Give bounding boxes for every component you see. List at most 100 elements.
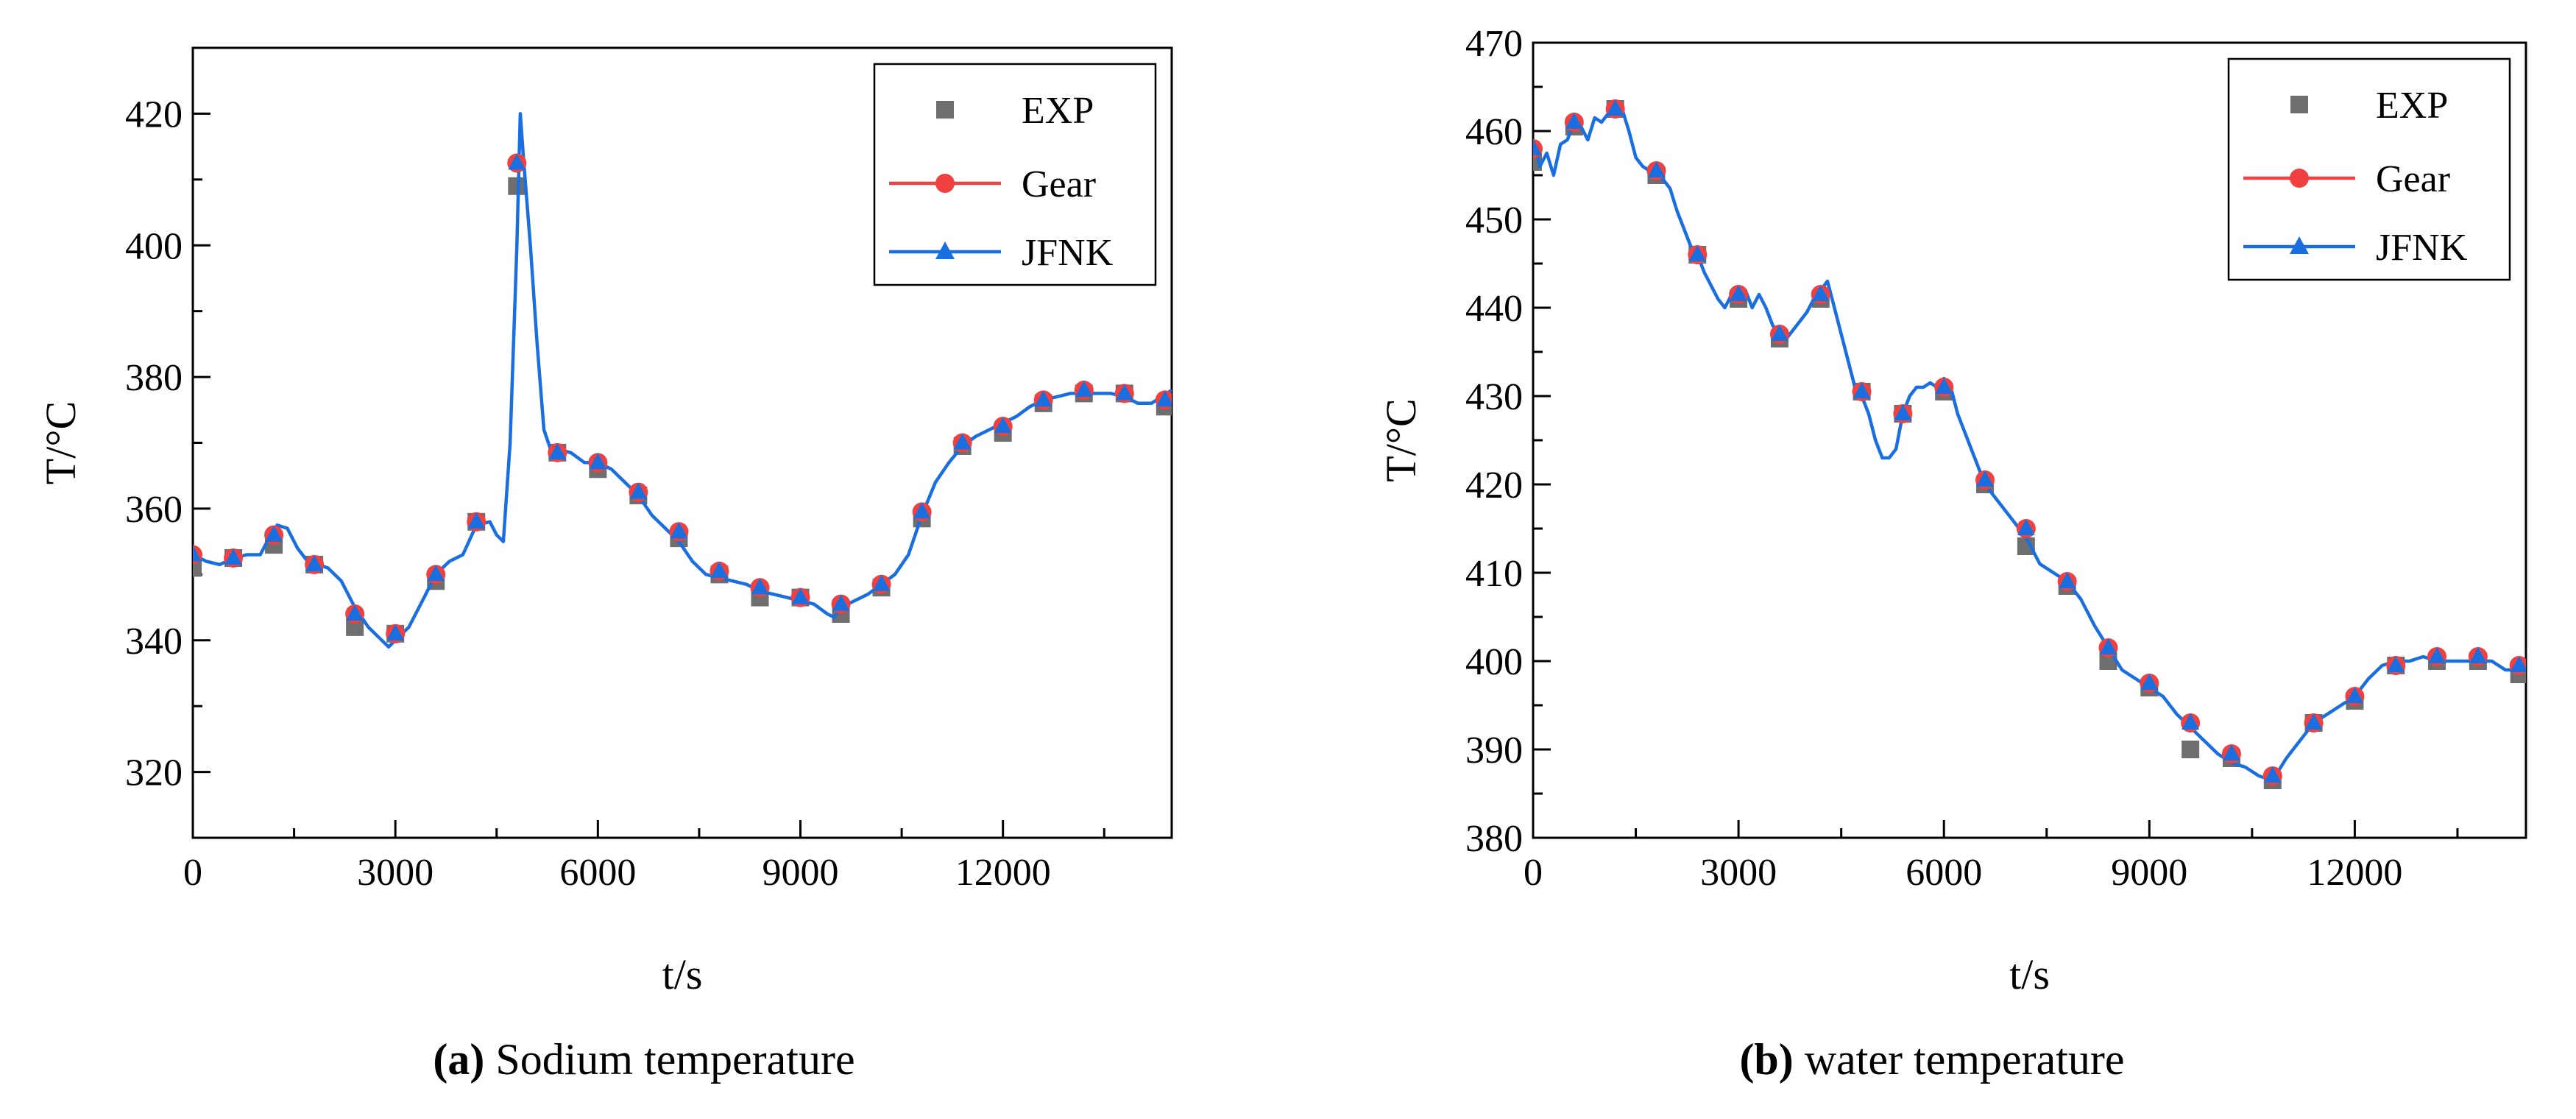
jfnk-marker [2263,766,2282,783]
jfnk-marker [1533,139,1542,155]
legend-label-jfnk: JFNK [1022,232,1114,274]
x-tick-label: 3000 [1700,852,1777,894]
y-tick-label: 440 [1465,288,1523,330]
x-tick-label: 12000 [2307,852,2402,894]
y-tick-label: 460 [1465,111,1523,153]
jfnk-marker [1976,470,1994,487]
jfnk-marker [2017,519,2035,535]
jfnk-marker [2099,638,2117,654]
legend-gear-symbol [935,174,955,193]
legend-label-gear: Gear [2376,158,2450,200]
jfnk-marker [2140,674,2159,690]
jfnk-marker [193,545,202,562]
chart-sodium-temperature: 320 340 360 380 400 420 0 3000 6000 9000 12000 t/s T… [37,46,1173,998]
jfnk-marker [2510,656,2526,672]
caption-a: (a) Sodium temperature [0,1034,1288,1085]
legend-label-gear: Gear [1022,163,1096,205]
panel-water-temperature: 380 390 400 410 420 430 440 450 460 470 0 3000 6000 9… [1288,0,2576,1119]
jfnk-marker [2058,572,2076,588]
legend-exp-symbol [2290,96,2308,113]
legend-label-jfnk: JFNK [2376,227,2468,269]
jfnk-marker [994,417,1012,434]
jfnk-marker [1730,285,1748,301]
jfnk-marker [1853,382,1871,398]
jfnk-series-line [193,112,1172,649]
x-axis-title: t/s [2009,950,2050,998]
jfnk-marker [2346,687,2364,703]
jfnk-marker [751,578,769,595]
jfnk-marker [1688,245,1707,261]
y-tick-label: 360 [125,489,183,531]
x-tick-label: 9000 [762,852,839,894]
y-tick-label: 430 [1465,376,1523,418]
legend-jfnk-symbol [935,241,955,259]
jfnk-marker [872,574,891,591]
panel-sodium-temperature: 320 340 360 380 400 420 0 3000 6000 9000 12000 t/s T… [0,46,1288,1085]
x-tick-label: 6000 [1906,852,1982,894]
jfnk-marker [224,548,242,565]
y-tick-label: 320 [125,752,183,794]
caption-b-text: water temperature [1793,1035,2125,1084]
jfnk-marker [508,153,526,170]
x-tick-label: 3000 [357,852,434,894]
jfnk-marker [1770,325,1788,341]
y-axis-title: T/°C [37,401,85,484]
jfnk-marker [2182,713,2200,730]
jfnk-marker [1565,113,1583,129]
caption-b-letter: (b) [1739,1035,1794,1084]
x-tick-label: 0 [1524,852,1543,894]
jfnk-marker [1075,381,1093,397]
y-tick-label: 390 [1465,730,1523,772]
jfnk-marker [1647,161,1666,177]
y-tick-label: 410 [1465,553,1523,595]
y-tick-label: 340 [125,621,183,663]
jfnk-marker [913,502,931,519]
x-tick-label: 6000 [559,852,636,894]
caption-a-text: Sodium temperature [484,1035,855,1084]
jfnk-marker [2304,713,2323,730]
jfnk-marker [953,433,972,450]
plot-data-layer [1533,99,2526,789]
legend-box [2227,57,2511,281]
y-tick-label: 400 [125,225,183,267]
jfnk-marker [629,482,648,499]
x-tick-label: 0 [183,852,202,894]
jfnk-marker [791,587,810,604]
legend-jfnk-symbol [2290,236,2309,254]
jfnk-marker [346,604,364,621]
y-axis-title: T/°C [1377,398,1425,481]
jfnk-marker [2387,656,2405,672]
x-tick-label: 12000 [955,852,1051,894]
legend-exp-symbol [936,101,954,119]
jfnk-marker [467,512,486,529]
x-axis-title: t/s [662,950,703,998]
y-tick-label: 420 [1465,465,1523,506]
jfnk-marker [670,522,688,539]
jfnk-marker [1034,390,1052,407]
caption-a-letter: (a) [433,1035,485,1084]
jfnk-marker [2469,647,2487,663]
y-tick-label: 380 [1465,818,1523,860]
y-tick-label: 380 [125,357,183,399]
jfnk-marker [1115,384,1133,400]
jfnk-marker [265,525,283,542]
exp-point [2182,741,2200,758]
jfnk-marker [548,442,567,459]
legend-gear-symbol [2290,169,2309,188]
jfnk-marker [1935,378,1953,394]
y-tick-label: 400 [1465,641,1523,683]
y-tick-label: 470 [1465,23,1523,65]
jfnk-marker [2223,744,2240,760]
jfnk-marker [1156,390,1172,407]
jfnk-marker [1606,99,1624,116]
jfnk-marker [386,624,405,640]
y-tick-label: 420 [125,93,183,135]
jfnk-marker [305,554,324,571]
jfnk-marker [1894,404,1912,420]
x-tick-label: 9000 [2111,852,2187,894]
jfnk-marker [589,453,607,470]
legend-label-exp: EXP [2376,85,2448,127]
jfnk-marker [427,565,445,582]
jfnk-marker [832,594,850,611]
